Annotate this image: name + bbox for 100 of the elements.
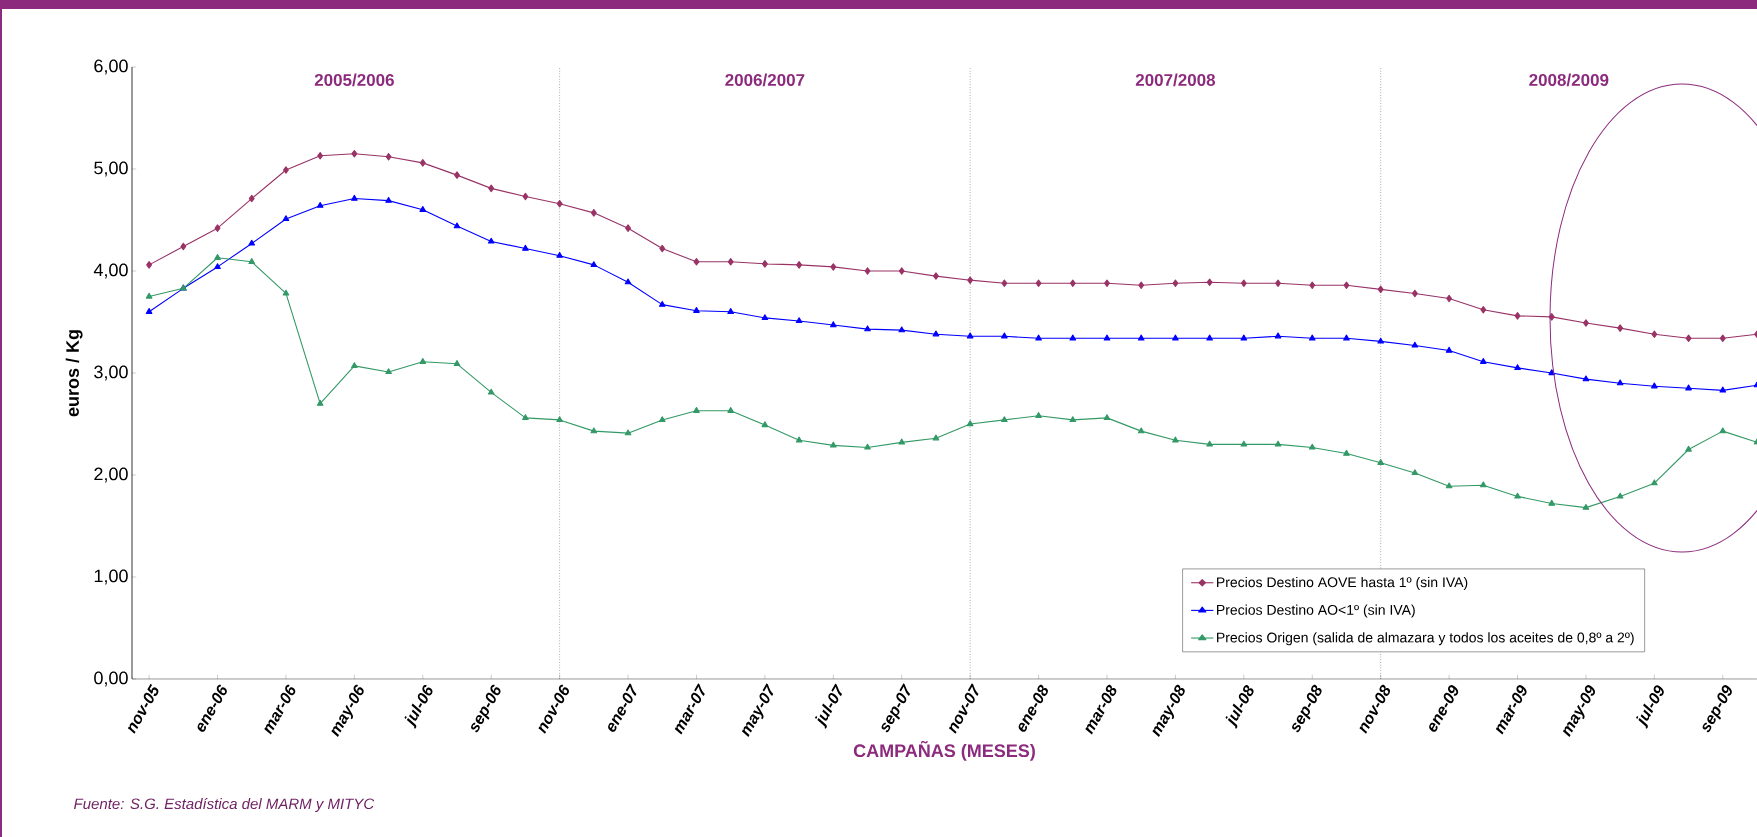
point — [1206, 440, 1213, 447]
point — [1001, 332, 1008, 339]
point — [1069, 279, 1076, 287]
y-tick-label: 0,00 — [94, 671, 128, 687]
point — [419, 206, 427, 212]
point — [1137, 334, 1145, 341]
point — [454, 171, 460, 179]
point — [316, 399, 324, 406]
point — [1274, 332, 1282, 339]
point — [966, 332, 974, 339]
point — [556, 251, 563, 258]
point — [796, 261, 803, 269]
point — [385, 368, 392, 375]
point — [351, 149, 358, 158]
point — [1137, 427, 1145, 434]
point — [419, 358, 427, 364]
point — [1343, 334, 1350, 341]
point — [1479, 481, 1487, 488]
point — [1069, 334, 1077, 341]
annotation: 2007/2008 — [1135, 73, 1216, 87]
point — [1446, 294, 1453, 303]
point — [145, 308, 153, 314]
point — [1035, 279, 1042, 287]
point — [693, 406, 700, 413]
point — [145, 292, 153, 299]
point — [966, 420, 974, 427]
y-tick-label: 3,00 — [94, 365, 128, 381]
point — [1582, 319, 1589, 327]
point — [1343, 281, 1350, 290]
point — [1103, 414, 1111, 421]
point — [248, 194, 255, 203]
point — [1548, 499, 1556, 506]
point — [1480, 306, 1487, 314]
point — [1685, 384, 1692, 391]
point — [1240, 279, 1247, 287]
point — [1001, 416, 1008, 423]
point — [1582, 375, 1590, 382]
point — [1616, 492, 1624, 499]
point — [1001, 279, 1008, 287]
y-tick-label: 5,00 — [94, 161, 128, 177]
point — [590, 209, 597, 217]
point — [1172, 436, 1179, 443]
point — [1685, 445, 1692, 452]
point — [761, 314, 769, 321]
point — [1240, 334, 1248, 341]
point — [487, 388, 495, 395]
point — [693, 307, 700, 313]
point — [180, 242, 187, 251]
x-axis-title: CAMPAÑAS (MESES) — [853, 740, 1035, 761]
point — [488, 184, 495, 193]
point — [1719, 386, 1727, 393]
point — [1479, 358, 1487, 364]
point — [1309, 281, 1316, 290]
point — [1035, 412, 1042, 418]
point — [1445, 346, 1453, 353]
point — [967, 276, 974, 284]
point — [556, 416, 563, 423]
point — [522, 414, 529, 421]
point — [1240, 440, 1248, 447]
point — [1377, 459, 1384, 465]
annotation: 2005/2006 — [314, 73, 394, 87]
point — [1514, 492, 1521, 499]
point — [830, 441, 837, 448]
point — [658, 300, 666, 307]
point — [658, 416, 666, 423]
point — [830, 321, 837, 328]
point — [487, 237, 495, 244]
point — [864, 325, 871, 332]
annotation: 2008/2009 — [1529, 73, 1609, 87]
point — [1172, 279, 1179, 287]
point — [317, 151, 324, 160]
point — [282, 215, 290, 222]
y-tick-label: 6,00 — [94, 59, 128, 75]
point — [351, 194, 358, 201]
point — [419, 159, 426, 167]
point — [590, 427, 598, 434]
point — [1172, 334, 1179, 341]
point — [1582, 503, 1590, 510]
point — [898, 438, 906, 445]
point — [1616, 379, 1624, 386]
point — [933, 272, 939, 280]
point — [248, 239, 256, 246]
point — [624, 429, 632, 436]
point — [1651, 479, 1658, 486]
legend-label: Precios Destino AO<1º (sin IVA) — [1217, 604, 1415, 618]
point — [214, 263, 221, 270]
point — [761, 421, 769, 428]
point — [214, 253, 221, 260]
point — [727, 406, 735, 413]
point — [1719, 334, 1726, 343]
point — [556, 199, 563, 208]
point — [932, 434, 940, 441]
point — [1514, 312, 1521, 320]
point — [283, 166, 289, 174]
point — [1035, 334, 1042, 341]
point — [795, 436, 803, 443]
legend-label: Precios Destino AOVE hasta 1º (sin IVA) — [1217, 576, 1468, 590]
point — [316, 201, 324, 208]
point — [282, 289, 290, 296]
point — [932, 330, 940, 337]
